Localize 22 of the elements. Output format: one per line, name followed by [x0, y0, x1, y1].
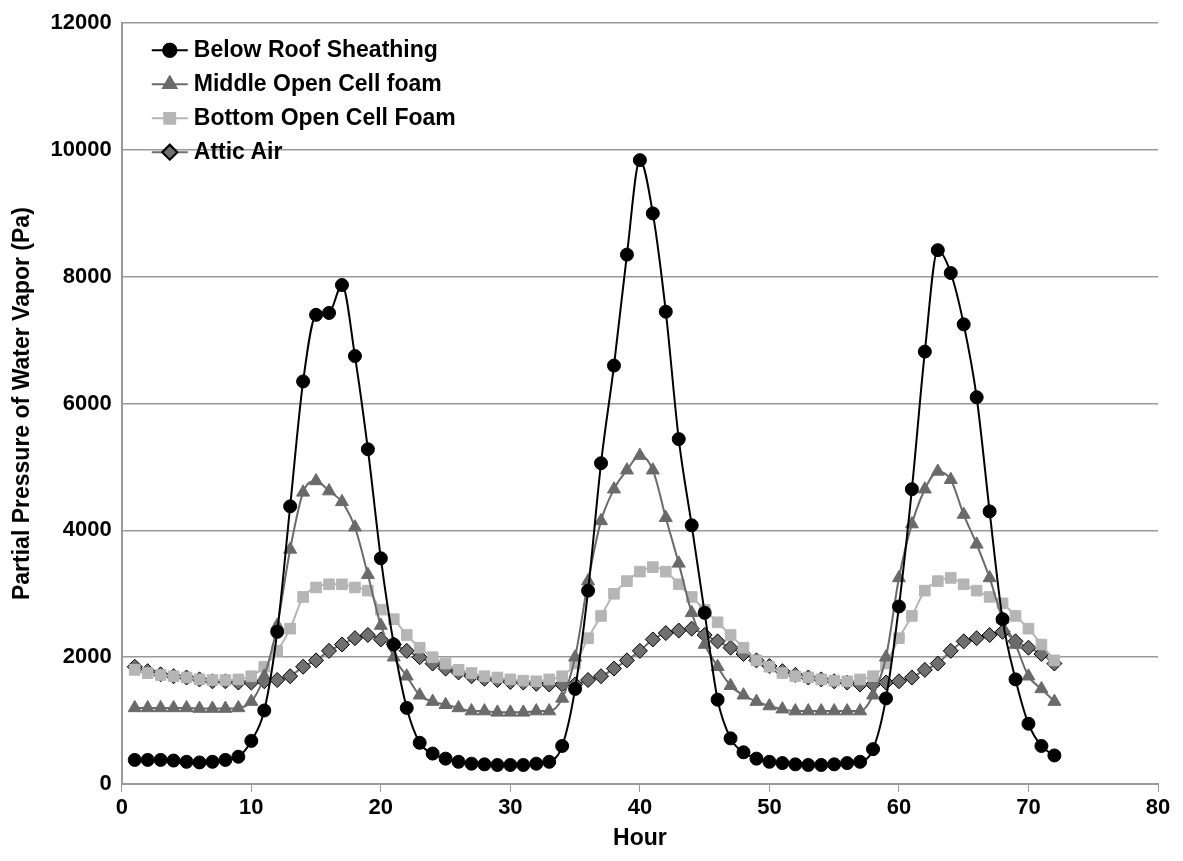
- x-tick-label: 70: [1016, 794, 1041, 820]
- legend-label: Bottom Open Cell Foam: [193, 103, 456, 130]
- y-tick-label: 10000: [50, 136, 112, 162]
- legend-label: Below Roof Sheathing: [193, 35, 438, 62]
- y-tick-label: 6000: [62, 389, 112, 415]
- x-axis-title: Hour: [613, 823, 667, 850]
- x-tick-label: 80: [1145, 794, 1171, 820]
- x-tick-label: 20: [368, 794, 394, 820]
- y-tick-label: 8000: [62, 262, 112, 288]
- y-tick-label: 0: [99, 770, 112, 796]
- y-axis-title: Partial Pressure of Water Vapor (Pa): [8, 207, 35, 601]
- x-tick-label: 60: [886, 794, 912, 820]
- x-tick-label: 10: [239, 794, 264, 820]
- x-tick-label: 40: [627, 794, 653, 820]
- x-tick-label: 0: [115, 794, 128, 820]
- legend-label: Middle Open Cell foam: [193, 69, 442, 96]
- x-tick-label: 30: [498, 794, 523, 820]
- legend-label: Attic Air: [193, 137, 283, 164]
- y-tick-label: 2000: [62, 643, 112, 669]
- y-tick-label: 4000: [62, 516, 112, 542]
- x-tick-label: 50: [757, 794, 782, 820]
- y-tick-label: 12000: [50, 9, 112, 35]
